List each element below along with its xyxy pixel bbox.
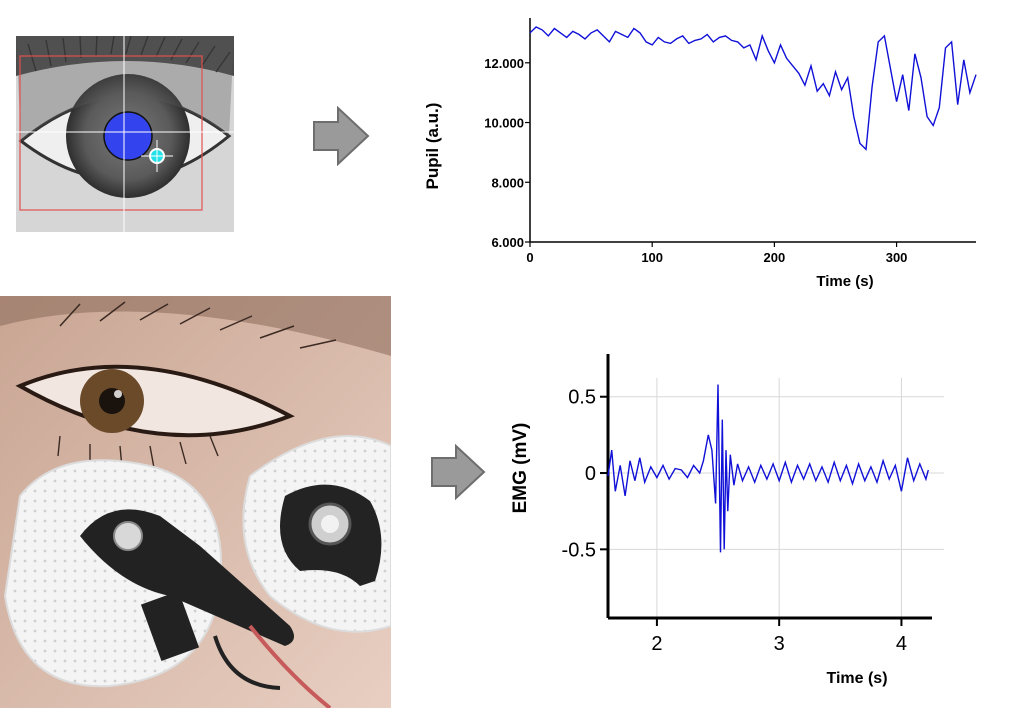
emg-ytick-label: 0.5 — [568, 387, 596, 409]
emg-ytick-label: -0.5 — [562, 539, 596, 561]
emg-ylabel: EMG (mV) — [510, 423, 531, 514]
emg-xlabel: Time (s) — [826, 670, 887, 687]
pupil-xtick-label: 0 — [526, 250, 533, 265]
emg-series-line — [607, 384, 929, 553]
pupil-ylabel: Pupil (a.u.) — [423, 103, 442, 190]
emg-xtick-label: 4 — [896, 633, 907, 655]
emg-ytick-label: 0 — [585, 463, 596, 485]
emg-xtick-label: 3 — [774, 633, 785, 655]
pupil-series-line — [529, 26, 977, 151]
emg-chart: -0.5 0 0.5 2 3 4 EMG (mV) Time (s) — [500, 344, 970, 699]
right-arrow-icon — [312, 105, 370, 167]
right-arrow-icon — [430, 443, 486, 501]
pupil-ytick-label: 8.000 — [491, 175, 524, 190]
pupil-ytick-label: 6.000 — [491, 235, 524, 250]
emg-xtick-label: 2 — [651, 633, 662, 655]
emg-electrode-photo — [0, 296, 392, 710]
pupil-xlabel: Time (s) — [816, 273, 873, 290]
pupil-chart: 6.000 8.000 10.000 12.000 0 100 200 300 Pupil (… — [418, 12, 988, 302]
eye-tracker-image — [16, 35, 234, 232]
pupil-ytick-label: 12.000 — [484, 56, 524, 71]
pupil-xtick-label: 300 — [886, 250, 908, 265]
pupil-xtick-label: 100 — [641, 250, 663, 265]
pupil-ytick-label: 10.000 — [484, 116, 524, 131]
pupil-xtick-label: 200 — [764, 250, 786, 265]
